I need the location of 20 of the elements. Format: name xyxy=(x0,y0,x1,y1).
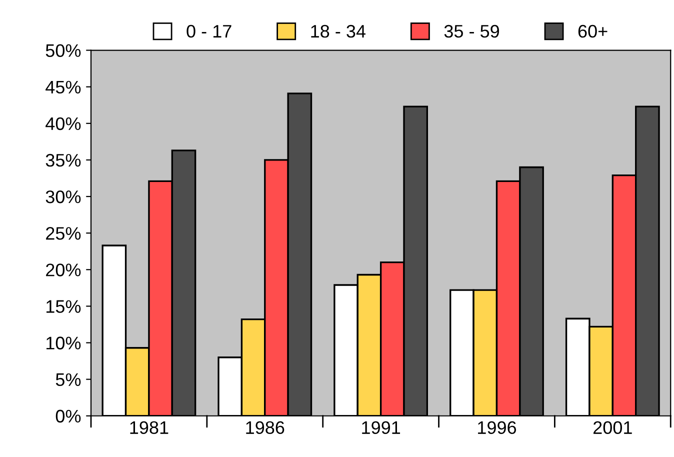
y-tick-label: 20% xyxy=(46,264,81,276)
y-tick-label: 15% xyxy=(46,300,81,313)
y-tick-label: 25% xyxy=(46,227,81,240)
x-tick-label: 1996 xyxy=(478,421,516,434)
y-tick-label: 45% xyxy=(46,80,81,94)
y-tick-label: 40% xyxy=(46,117,81,130)
legend-label: 35 - 59 xyxy=(444,24,500,38)
y-tick-label: 10% xyxy=(46,336,81,350)
y-tick-label: 30% xyxy=(46,190,81,204)
legend-label: 60+ xyxy=(578,24,608,38)
x-tick-label: 2001 xyxy=(593,421,632,434)
y-tick-label: 50% xyxy=(46,44,81,57)
y-tick-label: 5% xyxy=(56,373,81,386)
legend-label: 0 - 17 xyxy=(186,24,232,38)
x-tick-label: 1986 xyxy=(246,421,284,434)
x-tick-label: 1991 xyxy=(362,421,400,434)
x-tick-label: 1981 xyxy=(130,421,168,434)
y-tick-label: 0% xyxy=(56,410,81,423)
y-tick-label: 35% xyxy=(46,154,81,167)
legend-label: 18 - 34 xyxy=(311,24,366,38)
